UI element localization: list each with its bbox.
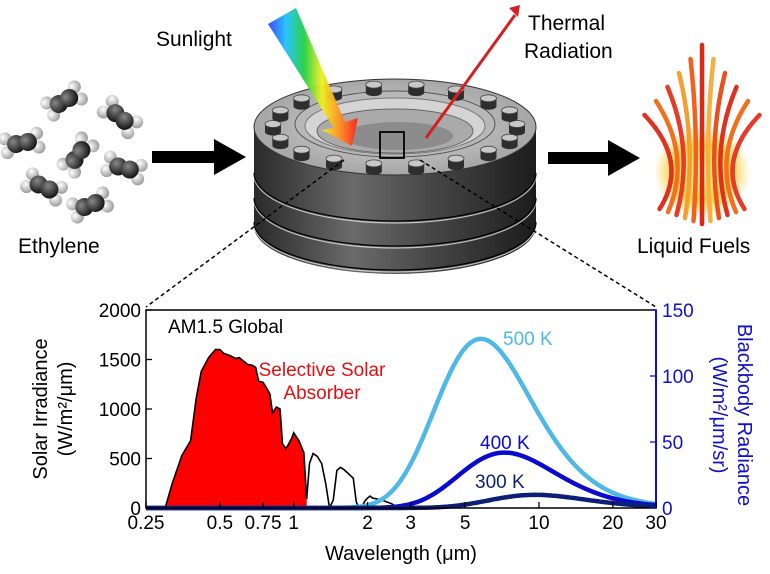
selective-absorber-label-line1: Selective Solar xyxy=(259,360,386,381)
y-left-tick-label: 2000 xyxy=(99,301,141,322)
bolt-icon xyxy=(365,159,383,175)
left-axis-ticks: 0 500 1000 1500 2000 xyxy=(99,301,152,520)
y-left-tick-label: 1500 xyxy=(99,351,141,372)
x-tick-label: 1 xyxy=(288,513,299,534)
thermal-label-line1: Thermal xyxy=(528,12,605,35)
ethylene-molecule xyxy=(96,94,144,140)
y-left-tick-label: 0 xyxy=(130,499,141,520)
label-300k: 300 K xyxy=(475,472,525,493)
left-axis-label-line2: (W/m²/μm) xyxy=(55,362,77,457)
x-axis-ticks: 0.25 0.5 0.75 1 2 3 5 10 20 30 xyxy=(128,502,667,534)
bolt-icon xyxy=(407,159,425,175)
right-axis-label-line2: (W/m²/μm/sr) xyxy=(708,356,730,473)
output-arrow-icon xyxy=(548,140,640,176)
x-tick-label: 5 xyxy=(460,513,471,534)
right-axis-label-line1: Blackbody Radiance xyxy=(733,324,755,506)
x-tick-label: 10 xyxy=(528,513,549,534)
ethylene-molecule xyxy=(40,80,88,122)
label-400k: 400 K xyxy=(480,433,530,454)
y-right-tick-label: 0 xyxy=(662,499,673,520)
y-left-tick-label: 1000 xyxy=(99,400,141,421)
x-axis-label: Wavelength (μm) xyxy=(325,543,477,565)
x-tick-label: 0.75 xyxy=(245,513,282,534)
zoom-line-left xyxy=(145,159,345,308)
liquid-fuels-label: Liquid Fuels xyxy=(637,235,750,258)
bolt-icon xyxy=(508,120,526,136)
selective-absorber-label-line2: Absorber xyxy=(283,383,361,404)
zoom-line-right xyxy=(419,159,657,308)
y-right-tick-label: 50 xyxy=(662,433,683,454)
bolt-icon xyxy=(501,133,519,150)
y-right-tick-label: 150 xyxy=(662,301,694,322)
x-tick-label: 0.25 xyxy=(128,513,165,534)
bolt-icon xyxy=(325,154,343,171)
right-axis-label: Blackbody Radiance (W/m²/μm/sr) xyxy=(708,324,755,506)
x-tick-label: 3 xyxy=(405,513,416,534)
bolt-icon xyxy=(501,106,519,122)
liquid-fuel-flame-icon xyxy=(642,42,762,227)
bolt-icon xyxy=(264,120,282,136)
thermal-label-line2: Radiation xyxy=(524,40,613,63)
left-axis-label-line1: Solar Irradiance xyxy=(30,338,52,479)
y-right-tick-label: 100 xyxy=(662,367,694,388)
bolt-icon xyxy=(365,80,383,97)
y-left-tick-label: 500 xyxy=(109,450,141,471)
bolt-icon xyxy=(447,154,465,171)
ethylene-molecule xyxy=(20,167,68,207)
right-axis-ticks: 0 50 100 150 xyxy=(650,301,694,520)
x-tick-label: 2 xyxy=(362,513,373,534)
ethylene-molecule xyxy=(56,131,100,179)
bolt-icon xyxy=(480,145,497,162)
thermal-arrow-icon xyxy=(424,14,517,139)
x-tick-label: 0.5 xyxy=(207,513,233,534)
bolt-icon xyxy=(293,145,310,162)
bolt-icon xyxy=(271,133,289,150)
ethylene-label: Ethylene xyxy=(18,235,100,258)
label-500k: 500 K xyxy=(503,329,553,350)
ethylene-molecules xyxy=(0,80,148,224)
sunlight-arrow-icon xyxy=(268,8,358,146)
left-axis-label: Solar Irradiance (W/m²/μm) xyxy=(30,338,77,479)
selective-absorber-fill xyxy=(158,349,307,508)
x-tick-label: 20 xyxy=(602,513,623,534)
legend-am15-global: AM1.5 Global xyxy=(168,317,283,338)
ethylene-molecule xyxy=(0,126,46,160)
bolt-icon xyxy=(293,94,310,110)
ethylene-molecule xyxy=(100,150,148,186)
bolt-icon xyxy=(407,80,425,97)
am15-spectrum-line xyxy=(157,348,442,511)
input-arrow-icon xyxy=(152,139,246,175)
reactor-vessel xyxy=(253,78,537,274)
bolt-icon xyxy=(480,94,497,110)
ethylene-molecule xyxy=(66,186,114,224)
sample-window xyxy=(379,131,405,159)
x-tick-label: 30 xyxy=(645,513,666,534)
sunlight-label: Sunlight xyxy=(156,28,232,51)
bolt-icon xyxy=(271,106,289,122)
